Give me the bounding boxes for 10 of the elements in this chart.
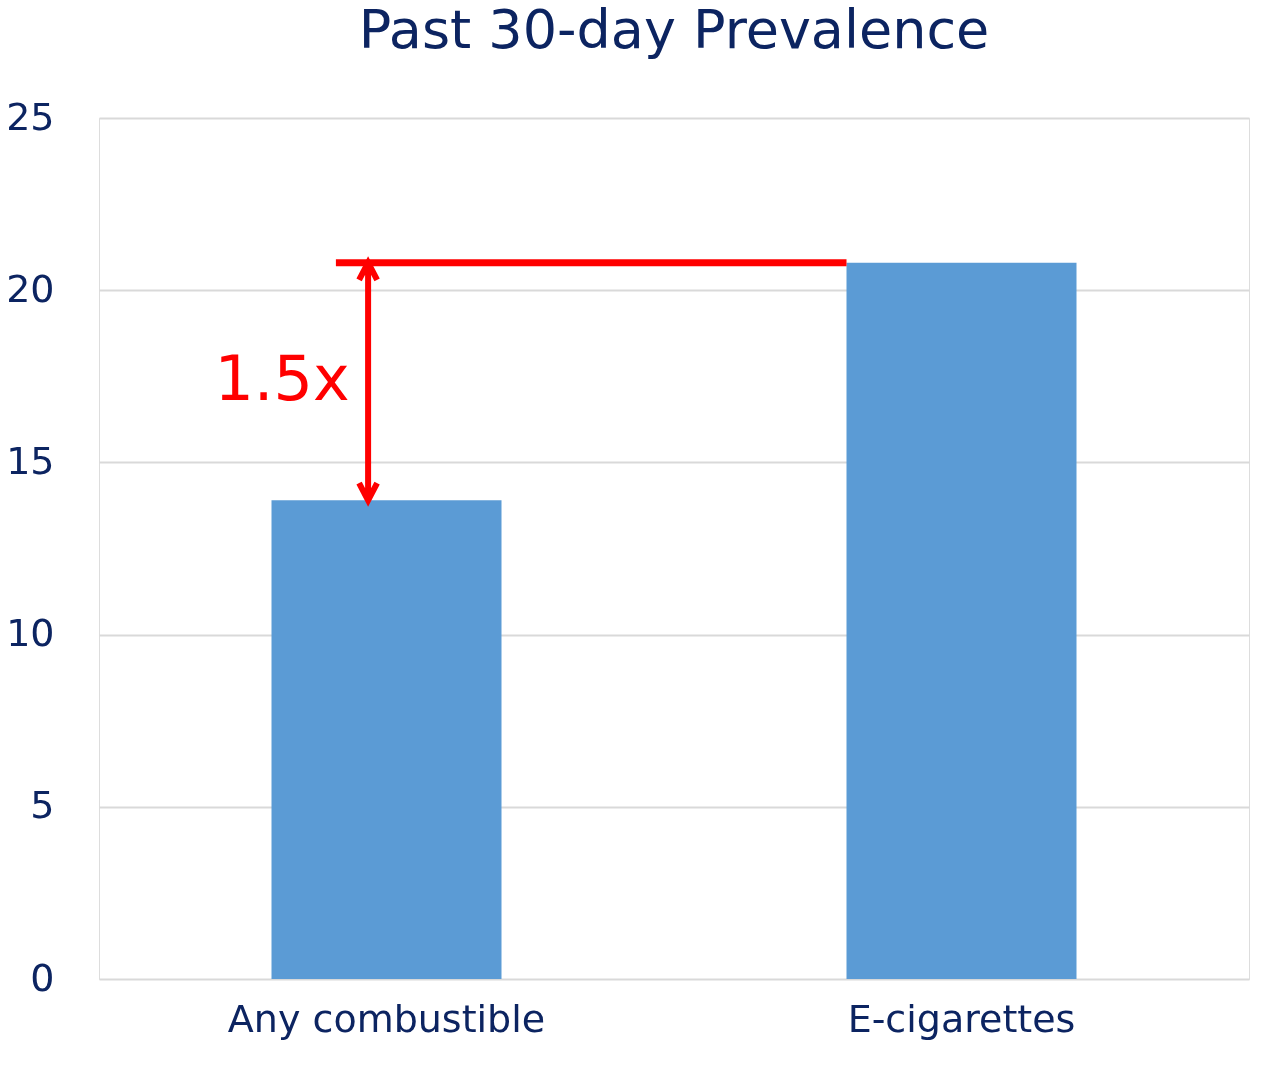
y-tick-label: 0 <box>30 955 55 1000</box>
chart-title: Past 30-day Prevalence <box>358 0 990 61</box>
y-tick-label: 25 <box>6 94 55 139</box>
y-tick-label: 5 <box>30 783 55 828</box>
y-tick-label: 10 <box>6 611 55 656</box>
x-tick-label: Any combustible <box>227 996 546 1041</box>
annotation: 1.5x <box>214 342 350 416</box>
y-tick-label: 20 <box>6 266 55 311</box>
y-tick-label: 15 <box>6 438 55 483</box>
x-tick-label: E-cigarettes <box>847 996 1076 1041</box>
